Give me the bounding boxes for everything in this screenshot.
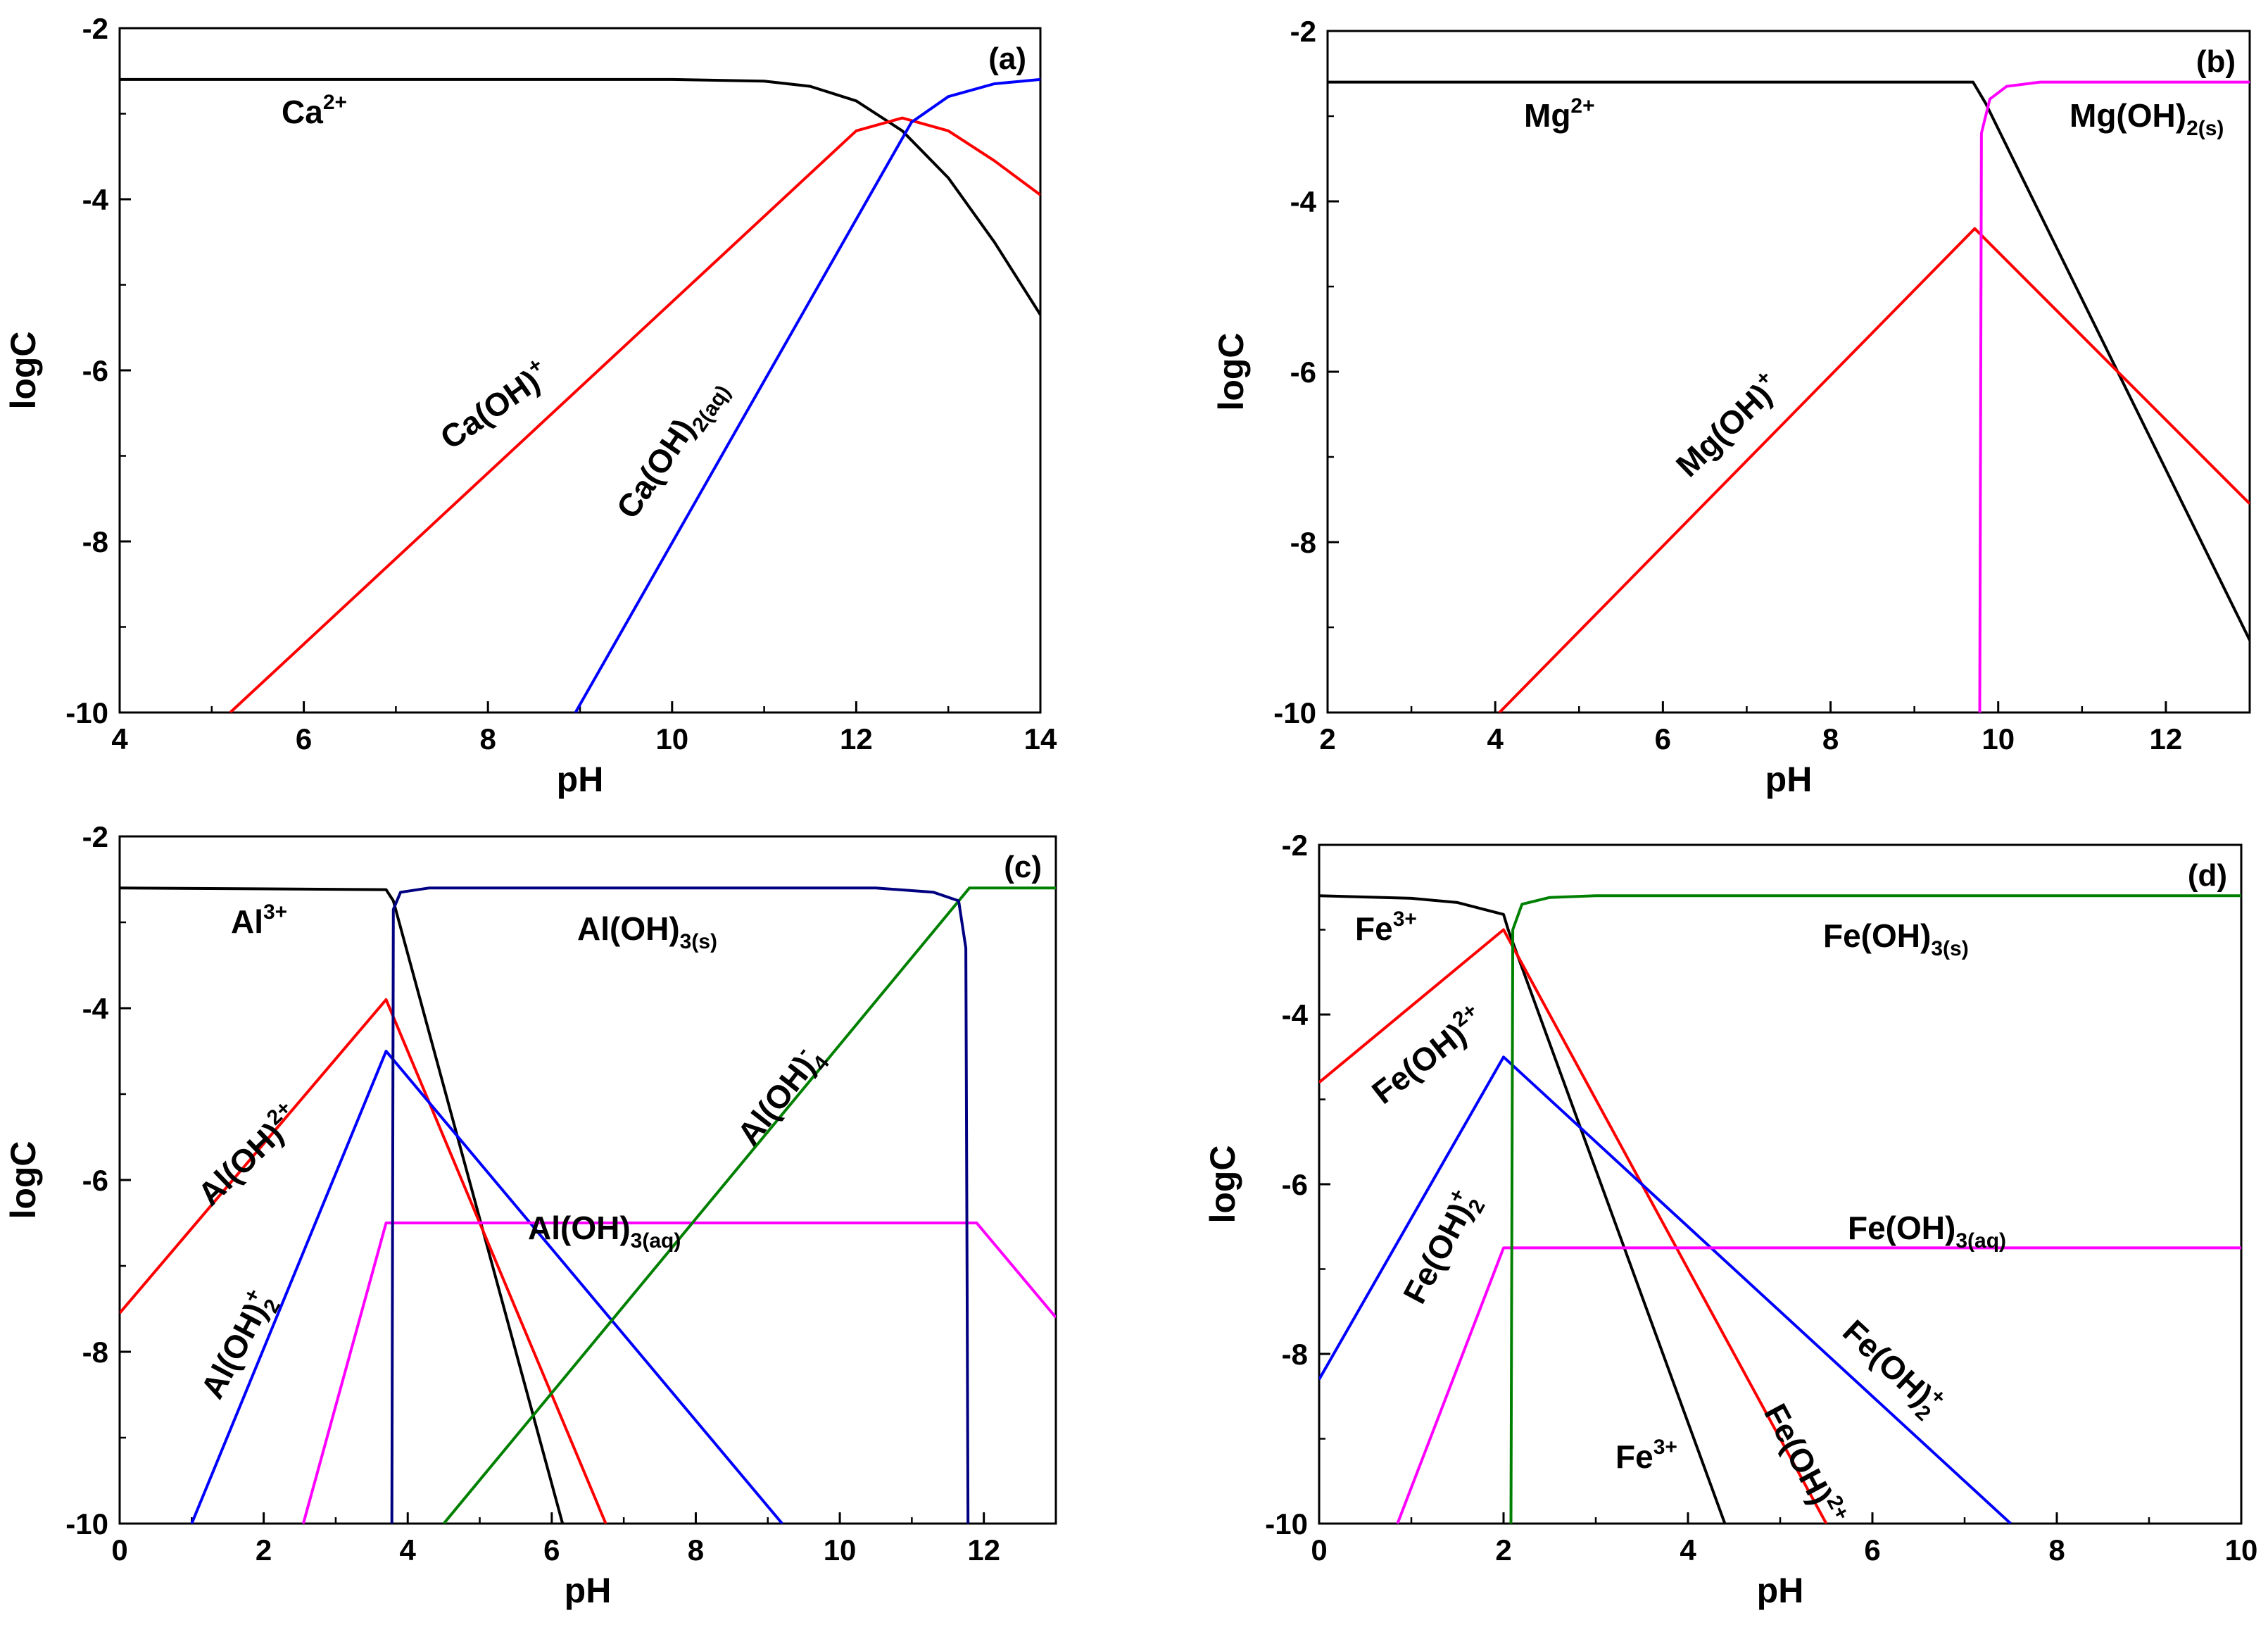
panel-tag: (c)	[1004, 850, 1042, 884]
x-tick-label: 6	[1864, 1533, 1880, 1567]
x-tick-label: 6	[296, 722, 312, 755]
series-line-fe3	[1319, 894, 1727, 1524]
series-line-al3	[120, 886, 565, 1524]
series-line-al-oh-3-aq	[301, 1222, 1056, 1524]
panel-a: 4 6 8 10 12 14 -10 -8 -6 -4 -2 pH logC (a) Ca2+ Ca(OH)+…	[4, 12, 1057, 799]
y-axis-title: logC	[1203, 1145, 1242, 1223]
x-tick-label: 8	[688, 1533, 704, 1567]
species-label: Ca(OH)+	[432, 353, 556, 456]
panel-tag: (d)	[2188, 858, 2227, 893]
species-label: Al(OH)3(aq)	[528, 1210, 681, 1253]
x-tick-label: 0	[111, 1533, 127, 1567]
species-label: Al3+	[231, 900, 287, 940]
series-line-ca-oh-2-aq	[574, 77, 1040, 713]
series-line-mg-oh-2-s	[1978, 80, 2250, 713]
y-tick-label: -10	[1273, 696, 1316, 729]
species-label: Mg2+	[1524, 94, 1595, 134]
species-label: Fe(OH)2+	[1832, 1310, 1951, 1426]
series-line-fe-oh-3-s	[1509, 894, 2241, 1524]
x-axis-title: pH	[565, 1571, 612, 1610]
species-label: Fe(OH)2+	[1393, 1185, 1489, 1312]
species-label: Fe(OH)3(aq)	[1848, 1210, 2006, 1253]
panel-tag: (b)	[2196, 44, 2236, 79]
series-line-al-oh-3-s	[390, 886, 970, 1524]
x-tick-label: 8	[1822, 722, 1839, 755]
species-label: Fe3+	[1355, 908, 1417, 947]
y-tick-label: -8	[1282, 1338, 1308, 1371]
x-tick-label: 10	[655, 722, 688, 755]
species-label: Fe(OH)3(s)	[1823, 917, 1969, 960]
panel-tag: (a)	[988, 42, 1026, 76]
series-line-al-oh-4	[442, 886, 1056, 1524]
y-axis-title: logC	[1211, 332, 1251, 410]
x-tick-label: 2	[256, 1533, 272, 1567]
y-tick-label: -6	[82, 1164, 108, 1197]
y-tick-label: -2	[1282, 829, 1308, 862]
x-tick-label: 12	[840, 722, 873, 755]
y-tick-label: -4	[82, 183, 109, 216]
series-line-ca2	[120, 77, 1040, 316]
y-tick-label: -6	[82, 354, 108, 387]
x-tick-label: 10	[1982, 722, 2015, 755]
x-tick-label: 6	[543, 1533, 560, 1567]
x-tick-label: 4	[1487, 722, 1504, 755]
panel-c: 0 2 4 6 8 10 12 -10 -8 -6 -4 -2 pH logC (c) Al3+ Al(OH)3…	[4, 820, 1057, 1610]
x-tick-label: 8	[480, 722, 496, 755]
panel-b: 2 4 6 8 10 12 -10 -8 -6 -4 -2 pH logC (b) Mg2+ Mg(OH)2(…	[1211, 15, 2251, 799]
y-tick-label: -8	[82, 1336, 108, 1369]
y-tick-label: -6	[1290, 356, 1316, 389]
panel-d: 0 2 4 6 8 10 -10 -8 -6 -4 -2 pH logC (d) Fe3+ Fe(OH)3(s…	[1203, 829, 2257, 1610]
y-axis-title: logC	[4, 331, 43, 409]
species-label: Ca(OH)2(aq)	[609, 370, 735, 529]
x-tick-label: 2	[1319, 722, 1335, 755]
y-tick-label: -4	[1282, 998, 1309, 1031]
series-line-ca-oh	[229, 116, 1040, 713]
y-tick-label: -2	[82, 820, 108, 853]
x-tick-label: 6	[1655, 722, 1671, 755]
y-tick-label: -10	[65, 696, 108, 729]
y-tick-label: -10	[1265, 1507, 1308, 1540]
series-line-fe-oh-3-aq	[1396, 1246, 2241, 1524]
species-label: Al(OH)4-	[728, 1038, 834, 1156]
y-tick-label: -2	[1290, 15, 1316, 48]
x-tick-label: 10	[824, 1533, 857, 1567]
y-tick-label: -8	[1290, 526, 1316, 559]
series-line-al-oh-2	[120, 998, 607, 1524]
x-tick-label: 10	[2225, 1533, 2258, 1567]
species-label: Fe3+	[1615, 1436, 1677, 1475]
series-line-fe-oh-2	[1319, 928, 1828, 1524]
x-axis-title: pH	[557, 760, 604, 799]
species-label: Al(OH)2+	[189, 1096, 307, 1212]
species-label: Al(OH)3(s)	[577, 910, 717, 953]
species-label: Mg(OH)+	[1667, 365, 1787, 484]
x-tick-label: 4	[1680, 1533, 1696, 1567]
x-tick-label: 4	[111, 722, 128, 755]
y-axis-title: logC	[4, 1141, 43, 1219]
series-line-fe-oh-2-monovalent	[1319, 1055, 2012, 1524]
x-axis-title: pH	[1757, 1571, 1804, 1610]
y-tick-label: -10	[65, 1507, 108, 1540]
x-tick-label: 0	[1311, 1533, 1327, 1567]
x-tick-label: 8	[2048, 1533, 2065, 1567]
series-line-al-oh-2-monovalent	[190, 1050, 783, 1524]
x-tick-label: 2	[1495, 1533, 1511, 1567]
x-axis-title: pH	[1765, 760, 1813, 799]
species-label: Fe(OH)2+	[1363, 998, 1492, 1111]
x-tick-label: 12	[967, 1533, 1000, 1567]
y-tick-label: -6	[1282, 1168, 1308, 1201]
series-line-mg-oh	[1498, 227, 2250, 713]
y-tick-label: -4	[1290, 185, 1317, 218]
y-tick-label: -2	[82, 12, 108, 45]
y-tick-label: -8	[82, 525, 108, 558]
species-label: Ca2+	[282, 91, 347, 130]
x-tick-label: 4	[400, 1533, 417, 1567]
series-line-mg2	[1328, 80, 2250, 641]
species-label: Mg(OH)2(s)	[2069, 97, 2224, 140]
species-label: Al(OH)2+	[191, 1285, 285, 1407]
y-tick-label: -4	[82, 992, 109, 1025]
x-tick-label: 12	[2150, 722, 2183, 755]
x-tick-label: 14	[1024, 722, 1057, 755]
species-label: Fe(OH)2+	[1757, 1396, 1853, 1531]
